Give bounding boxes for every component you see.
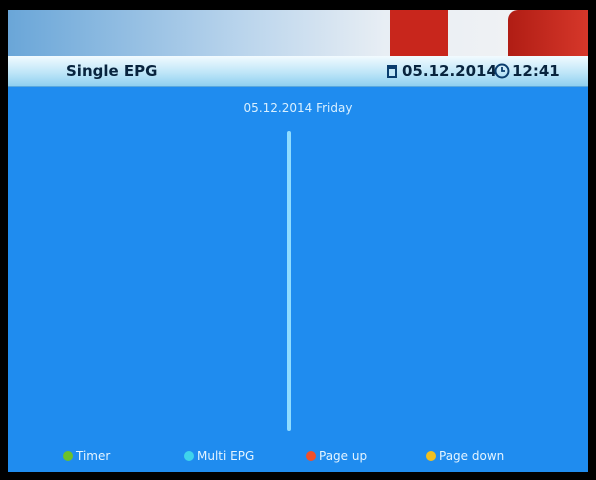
button-label: Page up [319,449,367,463]
video-strip [8,10,588,56]
date: 05.12.2014 [402,62,497,80]
calendar-icon [386,63,398,79]
button-label: Timer [76,449,110,463]
title: Single EPG [66,62,157,80]
date-heading: 05.12.2014 Friday [8,101,588,115]
video-block [390,10,448,56]
epg-panel: 05.12.2014 Friday Timer Multi EPG Page u… [8,87,588,472]
button-label: Multi EPG [197,449,254,463]
multi-epg-button[interactable]: Multi EPG [184,449,254,463]
timer-button[interactable]: Timer [63,449,110,463]
button-label: Page down [439,449,504,463]
divider [287,131,291,431]
page-up-button[interactable]: Page up [306,449,367,463]
time: 12:41 [512,62,560,80]
video-block [508,10,588,56]
screen: Single EPG 05.12.2014 12:41 05.12.2014 F… [0,0,596,480]
clock-icon [494,63,510,79]
header-bar: Single EPG 05.12.2014 12:41 [8,56,588,87]
page-down-button[interactable]: Page down [426,449,504,463]
